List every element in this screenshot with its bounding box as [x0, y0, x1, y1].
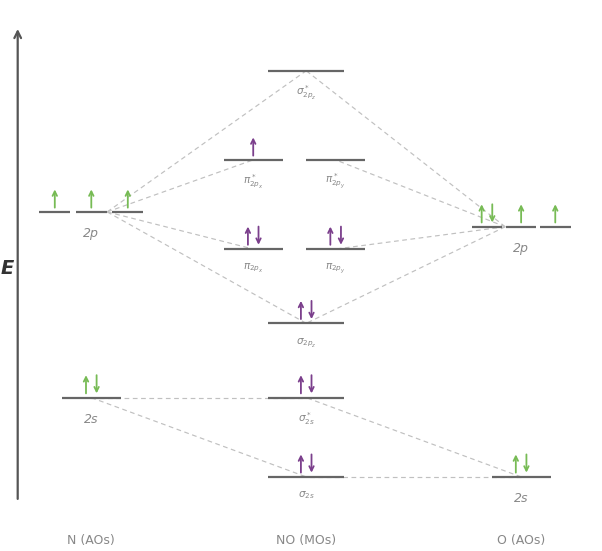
Text: 2s: 2s: [514, 491, 529, 505]
Text: NO (MOs): NO (MOs): [276, 534, 337, 547]
Text: $\pi^*_{2p_y}$: $\pi^*_{2p_y}$: [325, 172, 346, 191]
Text: $\pi_{2p_x}$: $\pi_{2p_x}$: [243, 261, 264, 274]
Text: $\sigma^*_{2s}$: $\sigma^*_{2s}$: [298, 410, 315, 427]
Text: N (AOs): N (AOs): [67, 534, 115, 547]
Text: $\sigma^*_{2p_z}$: $\sigma^*_{2p_z}$: [296, 83, 317, 101]
Text: 2s: 2s: [84, 413, 99, 425]
Text: 2p: 2p: [83, 227, 99, 240]
Text: $\sigma_{2s}$: $\sigma_{2s}$: [298, 489, 315, 501]
Text: $\pi^*_{2p_x}$: $\pi^*_{2p_x}$: [243, 172, 264, 190]
Text: E: E: [1, 260, 14, 278]
Text: $\pi_{2p_y}$: $\pi_{2p_y}$: [325, 261, 346, 276]
Text: 2p: 2p: [513, 242, 529, 255]
Text: $\sigma_{2p_z}$: $\sigma_{2p_z}$: [296, 336, 317, 349]
Text: O (AOs): O (AOs): [497, 534, 545, 547]
